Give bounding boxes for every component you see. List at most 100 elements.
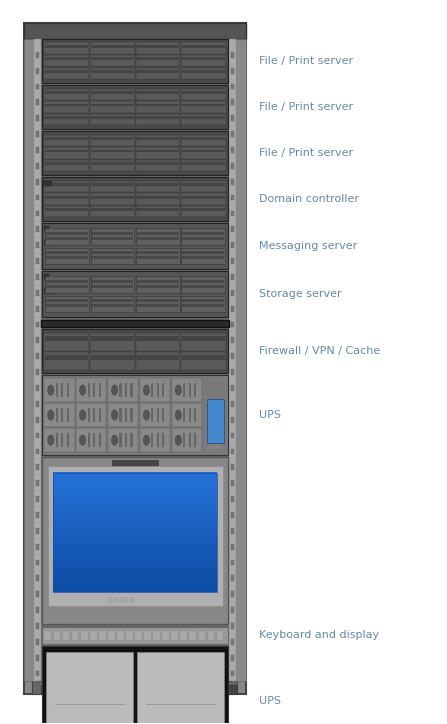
- Bar: [136, 45, 179, 48]
- Bar: [114, 598, 118, 602]
- Bar: [90, 333, 135, 350]
- Bar: [91, 296, 134, 312]
- Bar: [45, 277, 89, 293]
- Bar: [231, 290, 234, 295]
- Bar: [55, 433, 58, 447]
- Bar: [45, 160, 89, 172]
- Bar: [45, 68, 89, 79]
- Bar: [231, 131, 234, 137]
- Bar: [37, 449, 39, 455]
- Bar: [136, 70, 179, 73]
- Bar: [67, 408, 69, 422]
- Bar: [183, 408, 186, 422]
- Bar: [137, 279, 179, 283]
- Bar: [231, 576, 234, 581]
- Bar: [44, 378, 75, 402]
- Bar: [157, 433, 159, 447]
- Bar: [181, 193, 226, 205]
- Bar: [42, 647, 228, 724]
- Bar: [182, 209, 225, 211]
- Bar: [45, 248, 89, 264]
- Bar: [46, 251, 88, 254]
- Bar: [162, 631, 169, 640]
- Text: File / Print server: File / Print server: [259, 56, 353, 66]
- Bar: [99, 631, 105, 640]
- Bar: [46, 256, 88, 259]
- Bar: [181, 248, 225, 264]
- Bar: [182, 57, 225, 60]
- Bar: [182, 70, 225, 73]
- Bar: [232, 39, 246, 681]
- Bar: [125, 598, 128, 602]
- Bar: [88, 408, 90, 422]
- Bar: [162, 408, 164, 422]
- Bar: [45, 88, 89, 100]
- Bar: [117, 631, 124, 640]
- Bar: [45, 57, 88, 60]
- Bar: [135, 333, 180, 350]
- Bar: [231, 512, 234, 518]
- Bar: [231, 639, 234, 644]
- Bar: [92, 285, 133, 288]
- Circle shape: [80, 410, 86, 421]
- Bar: [231, 258, 234, 264]
- Bar: [182, 299, 224, 303]
- Bar: [198, 631, 205, 640]
- Bar: [183, 383, 186, 397]
- Bar: [37, 147, 39, 153]
- Bar: [90, 114, 135, 125]
- Bar: [92, 304, 133, 308]
- Bar: [42, 177, 228, 221]
- Bar: [189, 408, 191, 422]
- Bar: [53, 502, 217, 508]
- Bar: [53, 538, 217, 544]
- Bar: [172, 378, 202, 402]
- Bar: [42, 626, 228, 644]
- Bar: [90, 43, 135, 54]
- Bar: [119, 598, 123, 602]
- Bar: [231, 274, 234, 279]
- Bar: [45, 181, 89, 192]
- Bar: [181, 631, 187, 640]
- Bar: [67, 383, 69, 397]
- Bar: [46, 285, 88, 288]
- Text: Firewall / VPN / Cache: Firewall / VPN / Cache: [259, 346, 380, 356]
- Bar: [181, 228, 225, 245]
- Bar: [231, 670, 234, 676]
- Bar: [37, 52, 39, 58]
- Bar: [37, 623, 39, 629]
- Bar: [45, 206, 89, 217]
- Bar: [136, 57, 179, 60]
- Bar: [53, 473, 217, 592]
- Bar: [181, 160, 226, 172]
- Bar: [53, 579, 217, 586]
- Bar: [181, 114, 226, 125]
- Bar: [136, 195, 179, 198]
- Bar: [146, 704, 215, 705]
- Bar: [42, 375, 228, 455]
- Bar: [91, 162, 134, 165]
- Bar: [135, 206, 180, 217]
- Bar: [61, 433, 63, 447]
- Bar: [45, 117, 88, 119]
- Bar: [91, 183, 134, 186]
- Bar: [231, 147, 234, 153]
- Bar: [53, 568, 217, 574]
- Bar: [182, 256, 224, 259]
- Bar: [46, 232, 88, 235]
- Bar: [72, 631, 79, 640]
- Bar: [45, 150, 88, 153]
- Bar: [45, 355, 88, 360]
- Bar: [91, 104, 134, 106]
- Bar: [136, 277, 180, 293]
- Bar: [37, 39, 232, 681]
- Bar: [135, 43, 180, 54]
- Bar: [76, 429, 106, 452]
- Bar: [93, 433, 95, 447]
- Bar: [90, 352, 135, 369]
- Bar: [37, 68, 39, 74]
- Bar: [44, 403, 75, 427]
- Bar: [135, 631, 142, 640]
- Bar: [125, 408, 127, 422]
- Bar: [181, 101, 226, 112]
